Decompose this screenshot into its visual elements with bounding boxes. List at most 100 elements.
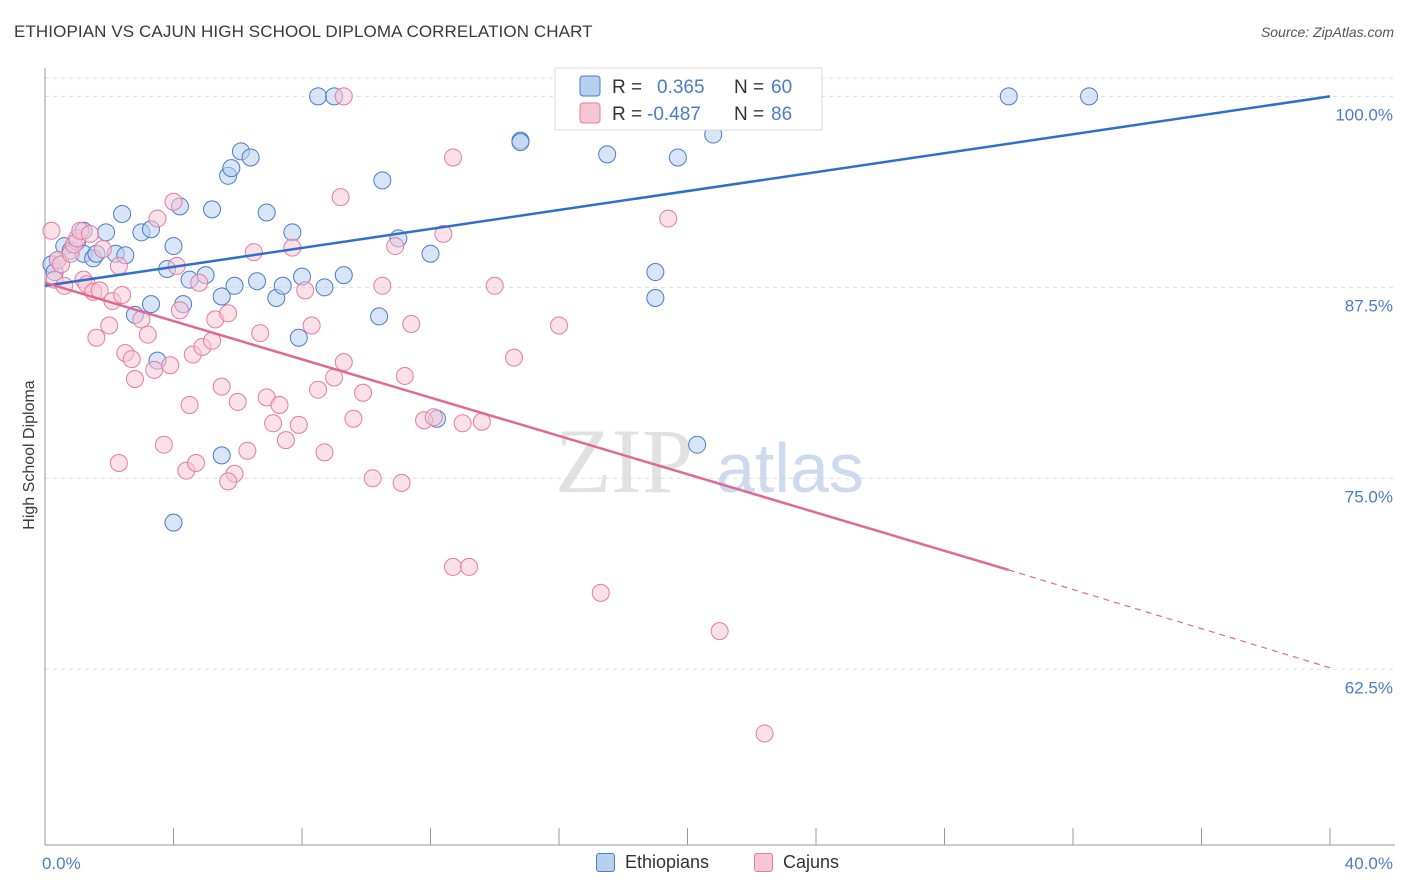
cajun-point [331, 188, 350, 207]
cajun-point [443, 557, 462, 576]
ethiopian-point [212, 287, 231, 306]
cajun-point [289, 415, 308, 434]
legend-r-label-blue: R = [612, 77, 642, 98]
cajun-point [138, 325, 157, 344]
cajun-point [154, 435, 173, 454]
cajun-point [100, 316, 119, 335]
cajuns-trend-line [44, 281, 1010, 572]
cajun-point [373, 276, 392, 295]
cajun-point [386, 237, 405, 256]
cajun-point [443, 148, 462, 167]
cajun-point [395, 366, 414, 385]
data-points [42, 87, 1099, 743]
cajun-point [710, 622, 729, 641]
ethiopian-point [273, 276, 292, 295]
cajun-point [145, 360, 164, 379]
legend-r-value-pink: -0.487 [647, 104, 701, 125]
cajun-point [453, 414, 472, 433]
ethiopian-point [283, 223, 302, 242]
ethiopian-point [222, 159, 241, 178]
ethiopian-point [257, 203, 276, 222]
cajun-point [219, 472, 238, 491]
cajun-point [80, 224, 99, 243]
cajun-point [354, 383, 373, 402]
watermark-zip: ZIP [555, 410, 693, 512]
cajun-point [122, 350, 141, 369]
watermark-atlas: atlas [716, 429, 864, 507]
axes [44, 68, 1395, 846]
cajun-point [42, 221, 61, 240]
chart-title: ETHIOPIAN VS CAJUN HIGH SCHOOL DIPLOMA C… [14, 22, 593, 41]
cajun-point [392, 473, 411, 492]
ethiopians-swatch [596, 853, 615, 872]
y-tick-labels: 62.5% 75.0% 87.5% 100.0% [1335, 105, 1393, 697]
legend-item-ethiopians[interactable]: Ethiopians [596, 852, 709, 873]
cajun-point [270, 395, 289, 414]
cajun-point [363, 469, 382, 488]
cajuns-trend-line-extension [1008, 569, 1331, 669]
y-axis-label: High School Diploma [21, 380, 38, 530]
cajun-point [109, 454, 128, 473]
ethiopian-point [309, 87, 328, 106]
cajun-point [180, 395, 199, 414]
cajun-point [87, 328, 106, 347]
cajun-point [93, 240, 112, 259]
cajun-point [186, 454, 205, 473]
legend-n-value-pink: 86 [771, 104, 792, 125]
cajun-point [219, 304, 238, 323]
cajun-point [170, 301, 189, 320]
cajun-point [251, 324, 270, 343]
cajun-point [434, 224, 453, 243]
ethiopian-point [142, 295, 161, 314]
ethiopian-point [334, 266, 353, 285]
cajuns-swatch [754, 853, 773, 872]
ethiopian-point [164, 513, 183, 532]
legend-n-label-blue: N = [734, 77, 764, 98]
ethiopian-point [598, 145, 617, 164]
cajun-point [315, 443, 334, 462]
ethiopian-point [225, 276, 244, 295]
ethiopian-point [248, 272, 267, 291]
cajun-point [212, 377, 231, 396]
cajun-point [264, 414, 283, 433]
cajuns-label: Cajuns [783, 852, 840, 872]
ethiopian-point [370, 307, 389, 326]
cajun-point [485, 276, 504, 295]
cajun-point [309, 380, 328, 399]
ethiopian-point [315, 278, 334, 297]
cajun-point [334, 353, 353, 372]
cajun-point [302, 316, 321, 335]
ethiopian-point [668, 148, 687, 167]
legend-n-label-pink: N = [734, 104, 764, 125]
cajun-point [109, 256, 128, 275]
ethiopian-point [212, 446, 231, 465]
cajun-point [755, 724, 774, 743]
y-tick-label: 62.5% [1345, 678, 1393, 697]
ethiopian-point [511, 133, 530, 152]
ethiopian-point [113, 204, 132, 223]
y-tick-label: 87.5% [1345, 296, 1393, 315]
legend-item-cajuns[interactable]: Cajuns [754, 852, 839, 873]
ethiopian-point [373, 171, 392, 190]
y-tick-label: 100.0% [1335, 105, 1393, 124]
bottom-legend: Ethiopians Cajuns [0, 852, 1406, 878]
trend-lines [44, 95, 1331, 669]
ethiopian-point [241, 148, 260, 167]
cajun-point [164, 192, 183, 211]
legend-swatch-blue [579, 75, 601, 97]
ethiopian-point [646, 289, 665, 308]
ethiopian-point [97, 223, 116, 242]
legend-swatch-pink [579, 102, 601, 124]
cajun-point [113, 285, 132, 304]
legend-box: R = 0.365 N = 60 R = -0.487 N = 86 [554, 67, 823, 131]
source-label: Source: ZipAtlas.com [1260, 24, 1394, 40]
cajun-point [244, 243, 263, 262]
cajun-point [148, 209, 167, 228]
legend-r-label-pink: R = [612, 104, 642, 125]
cajun-point [659, 209, 678, 228]
ethiopians-label: Ethiopians [625, 852, 710, 872]
legend-n-value-blue: 60 [771, 77, 792, 98]
grid-lines [45, 77, 1395, 670]
cajun-point [238, 441, 257, 460]
